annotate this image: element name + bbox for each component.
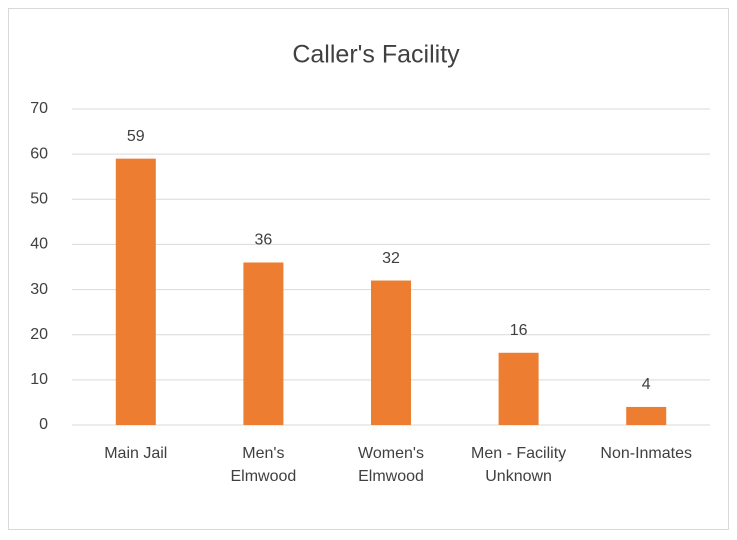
data-label: 16 — [510, 322, 528, 339]
y-tick-label: 70 — [30, 100, 48, 117]
y-tick-label: 20 — [30, 326, 48, 343]
bar — [371, 280, 411, 425]
data-label: 32 — [382, 250, 400, 267]
y-tick-label: 10 — [30, 371, 48, 388]
chart-title: Caller's Facility — [292, 41, 460, 69]
y-tick-label: 0 — [39, 416, 48, 433]
x-tick-label: Women's Elmwood — [358, 445, 424, 485]
x-tick-label: Men - Facility Unknown — [471, 445, 567, 485]
data-label: 4 — [642, 376, 651, 393]
x-tick-label: Main Jail — [104, 445, 168, 462]
y-tick-label: 50 — [30, 191, 48, 208]
y-tick-label: 30 — [30, 281, 48, 298]
data-label: 59 — [127, 128, 145, 145]
bar — [626, 406, 667, 425]
bar — [498, 352, 539, 425]
bar — [243, 262, 284, 425]
data-label: 36 — [255, 232, 273, 249]
x-tick-label: Non-Inmates — [600, 445, 692, 462]
y-tick-label: 60 — [30, 145, 48, 162]
y-tick-label: 40 — [30, 236, 48, 253]
bar — [115, 158, 156, 425]
x-tick-label: Men's Elmwood — [230, 445, 297, 485]
